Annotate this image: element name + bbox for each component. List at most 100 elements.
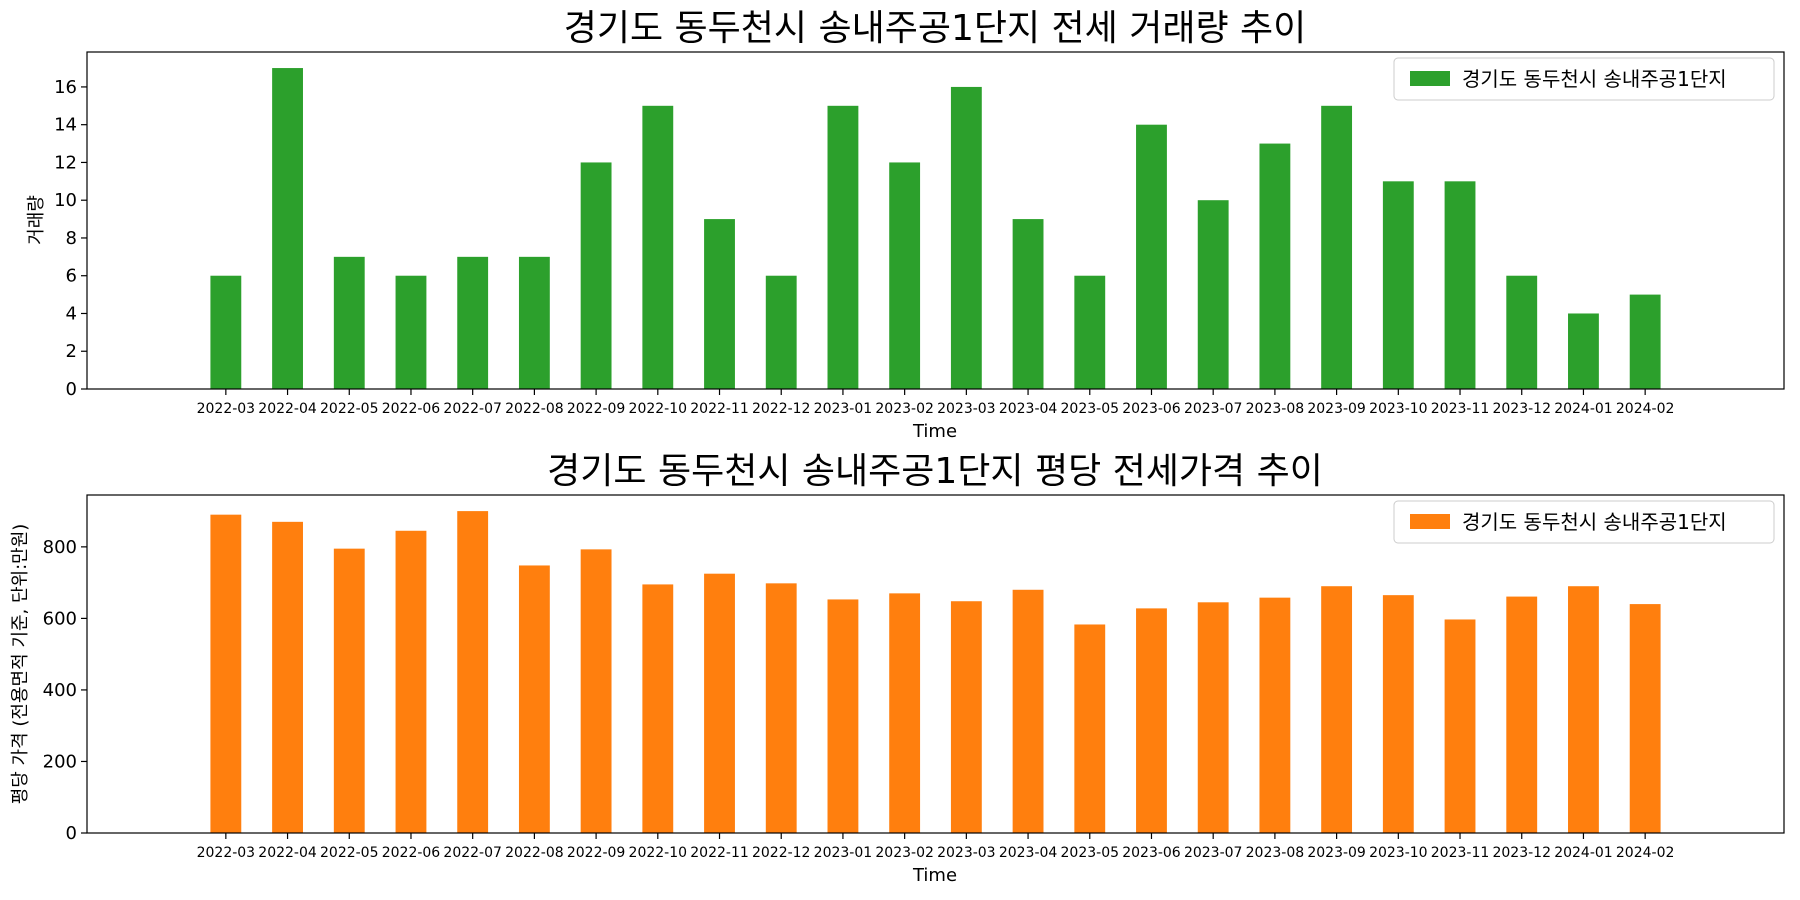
price-y-axis: 0 200 400 600 800 [43, 537, 87, 844]
price-bar-2022-09 [580, 549, 612, 833]
price-chart-title: 경기도 동두천시 송내주공1단지 평당 전세가격 추이 [547, 451, 1323, 492]
price-x-tick-label-2022-03: 2022-03 [197, 845, 256, 861]
volume-x-axis-label: Time [912, 421, 957, 442]
price-y-tick-label-200: 200 [43, 751, 77, 772]
volume-y-tick-label-10: 10 [54, 190, 77, 211]
volume-y-tick-label-16: 16 [54, 77, 77, 98]
volume-bar-2023-07 [1197, 200, 1229, 389]
price-bar-2022-08 [518, 565, 550, 833]
price-bar-2022-10 [642, 584, 674, 833]
volume-x-tick-label-2023-08: 2023-08 [1246, 401, 1305, 417]
price-bar-2023-04 [1012, 589, 1044, 833]
volume-x-tick-label-2023-03: 2023-03 [937, 401, 996, 417]
volume-bar-2023-02 [889, 162, 921, 389]
price-y-axis-label: 평당 가격 (전용면적 기준, 단위:만원) [10, 524, 31, 805]
volume-legend-swatch [1410, 71, 1450, 86]
price-bar-2023-11 [1444, 619, 1476, 833]
price-chart: 경기도 동두천시 송내주공1단지 평당 전세가격 추이 2022-03 2022-… [10, 451, 1785, 886]
volume-bar-2022-04 [272, 68, 303, 390]
price-legend-box [1393, 500, 1775, 544]
price-bar-2024-01 [1568, 586, 1599, 833]
volume-bar-2022-06 [395, 275, 427, 389]
price-bar-2023-02 [889, 593, 921, 833]
price-bar-2023-01 [827, 599, 859, 833]
volume-y-axis: 0 2 4 6 8 10 12 14 16 [54, 77, 87, 400]
volume-legend-box [1393, 57, 1775, 101]
price-bar-2023-05 [1074, 624, 1106, 833]
price-plot-area [86, 494, 1785, 834]
volume-x-tick-label-2023-02: 2023-02 [875, 401, 934, 417]
price-y-tick-label-800: 800 [43, 537, 77, 558]
price-x-tick-label-2023-12: 2023-12 [1492, 845, 1551, 861]
price-bar-2023-07 [1197, 602, 1229, 833]
volume-bar-2023-04 [1012, 219, 1044, 389]
price-x-tick-label-2023-08: 2023-08 [1246, 845, 1305, 861]
volume-x-tick-label-2022-09: 2022-09 [567, 401, 626, 417]
price-y-tick-label-0: 0 [66, 823, 77, 844]
price-bar-2023-03 [950, 601, 982, 833]
price-x-tick-label-2023-03: 2023-03 [937, 845, 996, 861]
volume-y-axis-label: 거래량 [26, 195, 47, 245]
volume-chart: 경기도 동두천시 송내주공1단지 전세 거래량 추이 2022-03 2022-0… [26, 8, 1785, 442]
volume-x-tick-label-2023-10: 2023-10 [1369, 401, 1428, 417]
price-x-tick-label-2022-05: 2022-05 [320, 845, 379, 861]
volume-y-tick-label-12: 12 [54, 152, 77, 173]
volume-y-tick-label-8: 8 [66, 228, 77, 249]
volume-y-tick-label-0: 0 [66, 379, 77, 400]
volume-bar-2022-10 [642, 105, 674, 389]
volume-x-tick-label-2022-07: 2022-07 [443, 401, 502, 417]
volume-x-axis: 2022-03 2022-04 2022-05 2022-06 2022-07 2022-… [197, 389, 1674, 417]
price-legend-swatch [1410, 514, 1450, 529]
price-x-tick-label-2023-05: 2023-05 [1061, 845, 1120, 861]
price-x-tick-label-2023-04: 2023-04 [999, 845, 1058, 861]
price-x-tick-label-2023-06: 2023-06 [1122, 845, 1181, 861]
price-x-tick-label-2022-07: 2022-07 [443, 845, 502, 861]
volume-bar-2024-02 [1629, 294, 1661, 389]
price-x-axis: 2022-03 2022-04 2022-05 2022-06 2022-07 2022-… [197, 833, 1674, 861]
volume-bar-2022-08 [518, 256, 550, 389]
price-bar-2023-12 [1506, 596, 1538, 833]
price-x-tick-label-2022-10: 2022-10 [629, 845, 688, 861]
volume-y-tick-label-2: 2 [66, 341, 77, 362]
price-x-axis-label: Time [912, 865, 957, 886]
volume-x-tick-label-2022-11: 2022-11 [690, 401, 749, 417]
price-bar-2022-11 [704, 573, 735, 833]
volume-x-tick-label-2022-06: 2022-06 [382, 401, 441, 417]
volume-x-tick-label-2023-06: 2023-06 [1122, 401, 1181, 417]
price-y-tick-label-600: 600 [43, 608, 77, 629]
volume-x-tick-label-2022-04: 2022-04 [258, 401, 317, 417]
volume-plot-area [86, 51, 1785, 390]
price-x-tick-label-2023-11: 2023-11 [1431, 845, 1490, 861]
price-legend-label: 경기도 동두천시 송내주공1단지 [1462, 510, 1727, 534]
volume-y-tick-label-4: 4 [66, 303, 77, 324]
volume-x-tick-label-2023-01: 2023-01 [814, 401, 873, 417]
volume-bar-2022-05 [333, 256, 365, 389]
volume-bar-2023-10 [1382, 181, 1414, 389]
price-bar-2022-05 [333, 548, 365, 833]
volume-x-tick-label-2022-10: 2022-10 [629, 401, 688, 417]
price-x-tick-label-2022-08: 2022-08 [505, 845, 564, 861]
volume-legend-label: 경기도 동두천시 송내주공1단지 [1462, 67, 1727, 91]
price-x-tick-label-2022-04: 2022-04 [258, 845, 317, 861]
volume-bars [210, 68, 1661, 390]
price-x-tick-label-2023-01: 2023-01 [814, 845, 873, 861]
price-x-tick-label-2023-09: 2023-09 [1307, 845, 1366, 861]
price-legend: 경기도 동두천시 송내주공1단지 [1393, 500, 1775, 544]
volume-x-tick-label-2023-05: 2023-05 [1061, 401, 1120, 417]
price-bar-2022-12 [765, 583, 797, 833]
price-bars [210, 511, 1661, 833]
price-bar-2023-09 [1321, 586, 1353, 833]
volume-x-tick-label-2023-11: 2023-11 [1431, 401, 1490, 417]
volume-bar-2022-12 [765, 275, 797, 389]
volume-x-tick-label-2022-03: 2022-03 [197, 401, 256, 417]
price-x-tick-label-2022-12: 2022-12 [752, 845, 811, 861]
volume-bar-2023-12 [1506, 275, 1538, 389]
price-x-tick-label-2023-07: 2023-07 [1184, 845, 1243, 861]
volume-x-tick-label-2022-05: 2022-05 [320, 401, 379, 417]
volume-bar-2023-11 [1444, 181, 1476, 389]
price-bar-2022-04 [272, 521, 303, 833]
volume-bar-2022-03 [210, 275, 242, 389]
price-x-tick-label-2023-02: 2023-02 [875, 845, 934, 861]
price-bar-2022-03 [210, 514, 242, 833]
